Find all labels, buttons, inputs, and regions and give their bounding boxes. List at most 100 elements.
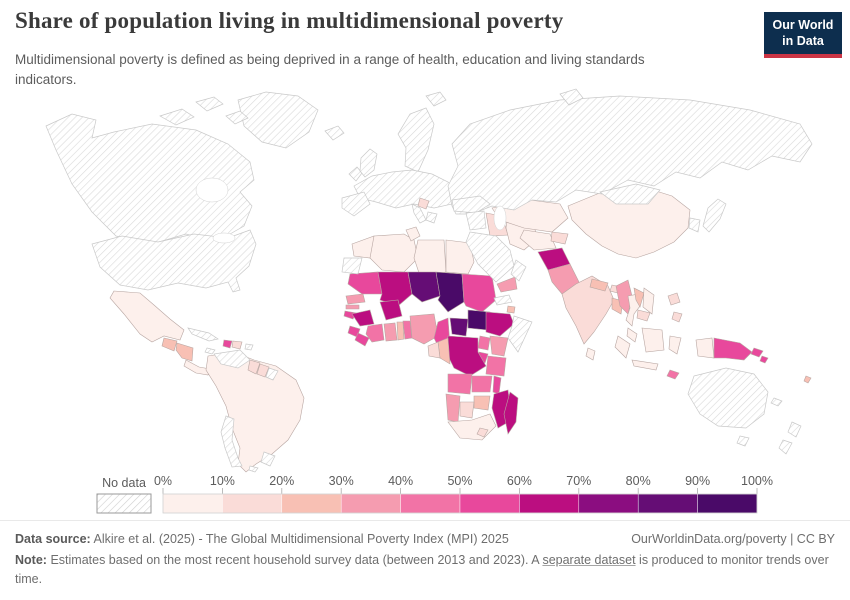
country-saudi-arabia[interactable]: [465, 231, 515, 283]
country-guatemala[interactable]: [161, 337, 178, 352]
legend-bin-swatch[interactable]: [281, 493, 342, 514]
country-sudan[interactable]: [461, 273, 497, 313]
country-puerto-rico[interactable]: [244, 343, 254, 351]
country-sri-lanka[interactable]: [585, 347, 596, 361]
country-french-guiana[interactable]: [265, 367, 279, 381]
country-indonesia[interactable]: [631, 359, 659, 371]
country-chile[interactable]: [220, 415, 243, 468]
legend-bin-swatch[interactable]: [222, 493, 283, 514]
country-lesotho[interactable]: [476, 427, 489, 438]
country-kenya[interactable]: [489, 335, 509, 357]
separate-dataset-link[interactable]: separate dataset: [542, 552, 636, 567]
legend-no-data-swatch[interactable]: [96, 493, 152, 514]
country-tunisia[interactable]: [405, 226, 421, 242]
country-uk[interactable]: [359, 148, 378, 178]
region-europe[interactable]: [353, 169, 459, 209]
country-guinea[interactable]: [351, 309, 375, 327]
legend-bin-swatch[interactable]: [400, 493, 461, 514]
country-serbia[interactable]: [417, 197, 430, 210]
country-new-zealand[interactable]: [787, 421, 802, 438]
new-caledonia-island[interactable]: [770, 397, 783, 407]
country-central-african-republic[interactable]: [449, 317, 469, 337]
owid-logo[interactable]: Our World in Data: [764, 12, 842, 59]
country-suriname[interactable]: [256, 363, 270, 378]
region-syria-levant[interactable]: [465, 210, 487, 231]
country-venezuela[interactable]: [213, 349, 251, 369]
country-yemen[interactable]: [496, 276, 518, 293]
country-eritrea[interactable]: [493, 294, 513, 306]
country-mauritania[interactable]: [347, 271, 383, 295]
country-congo[interactable]: [437, 337, 451, 365]
arctic-island[interactable]: [159, 108, 195, 126]
country-india[interactable]: [561, 275, 615, 345]
country-honduras-nicaragua[interactable]: [175, 342, 194, 362]
country-madagascar[interactable]: [503, 391, 519, 435]
legend-bin-swatch[interactable]: [459, 493, 520, 514]
country-timor-leste[interactable]: [666, 369, 680, 380]
cc-by-link[interactable]: CC BY: [796, 532, 835, 546]
legend-bin-swatch[interactable]: [162, 493, 223, 514]
country-chad[interactable]: [435, 271, 465, 313]
country-malaysia[interactable]: [626, 327, 638, 343]
country-libya[interactable]: [413, 239, 447, 277]
country-indonesia[interactable]: [614, 335, 631, 359]
country-south-korea[interactable]: [688, 217, 701, 233]
country-liberia[interactable]: [354, 332, 370, 347]
country-philippines[interactable]: [671, 311, 683, 323]
region-western-sahara[interactable]: [341, 257, 363, 275]
country-cote-divoire[interactable]: [365, 323, 385, 343]
country-malawi[interactable]: [492, 375, 502, 395]
country-greenland[interactable]: [237, 91, 319, 149]
country-fiji[interactable]: [803, 375, 812, 384]
legend-bin-swatch[interactable]: [637, 493, 698, 514]
country-australia[interactable]: [687, 367, 769, 429]
country-uganda[interactable]: [477, 335, 491, 351]
country-senegal[interactable]: [345, 293, 366, 305]
country-guinea-bissau[interactable]: [343, 310, 357, 320]
country-greece[interactable]: [425, 211, 438, 224]
country-uruguay[interactable]: [260, 451, 276, 467]
country-italy[interactable]: [411, 203, 427, 224]
country-algeria[interactable]: [369, 233, 419, 273]
country-nigeria[interactable]: [409, 313, 439, 345]
country-oman[interactable]: [510, 259, 527, 282]
country-indonesia[interactable]: [695, 337, 715, 359]
country-canada[interactable]: [45, 113, 255, 245]
arctic-island[interactable]: [195, 96, 224, 112]
country-laos[interactable]: [633, 287, 645, 308]
country-papua-new-guinea[interactable]: [713, 337, 753, 361]
region-scandinavia[interactable]: [397, 107, 435, 173]
country-dominican-republic[interactable]: [231, 340, 243, 350]
country-japan[interactable]: [702, 198, 727, 233]
country-cambodia[interactable]: [636, 309, 651, 322]
country-indonesia[interactable]: [668, 335, 682, 355]
country-botswana[interactable]: [459, 401, 475, 419]
country-iceland[interactable]: [324, 125, 345, 141]
country-uzbekistan-turkmenistan[interactable]: [519, 229, 557, 251]
tasmania-island[interactable]: [736, 435, 750, 447]
country-ghana[interactable]: [383, 322, 398, 342]
arctic-island[interactable]: [225, 110, 249, 125]
legend-bin-swatch[interactable]: [578, 493, 639, 514]
country-djibouti[interactable]: [506, 305, 516, 314]
country-costa-rica-panama[interactable]: [183, 359, 211, 376]
country-namibia[interactable]: [445, 393, 461, 423]
novaya-zemlya[interactable]: [559, 88, 584, 106]
country-guyana[interactable]: [247, 359, 261, 375]
country-burkina-faso[interactable]: [379, 299, 403, 321]
country-gambia[interactable]: [345, 304, 360, 310]
country-mexico[interactable]: [109, 290, 185, 343]
legend-bin-swatch[interactable]: [340, 493, 401, 514]
country-cuba[interactable]: [187, 327, 219, 342]
legend-bin-swatch[interactable]: [697, 493, 758, 514]
country-zimbabwe[interactable]: [473, 395, 491, 411]
country-haiti[interactable]: [222, 339, 233, 349]
country-solomon-islands[interactable]: [759, 355, 769, 364]
country-russia[interactable]: [447, 95, 813, 215]
country-new-zealand[interactable]: [778, 439, 793, 455]
legend-bin-swatch[interactable]: [519, 493, 580, 514]
country-ethiopia[interactable]: [485, 311, 515, 337]
country-nepal[interactable]: [589, 278, 609, 292]
country-gabon[interactable]: [427, 341, 441, 359]
country-mongolia[interactable]: [599, 183, 661, 205]
